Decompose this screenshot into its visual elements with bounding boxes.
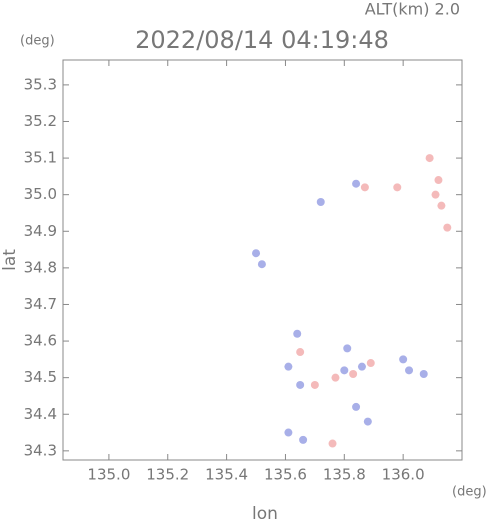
chart-subtitle: ALT(km) 2.0 (365, 0, 460, 19)
point (419, 369, 428, 378)
y-tick-label: 34.5 (24, 368, 57, 386)
y-tick-label: 35.3 (24, 75, 57, 93)
point (296, 380, 305, 389)
x-unit: (deg) (452, 485, 487, 500)
x-tick-label: 135.0 (87, 466, 130, 484)
point (405, 366, 414, 375)
y-tick-label: 35.0 (24, 185, 57, 203)
y-tick-label: 34.8 (24, 258, 57, 276)
point (437, 201, 446, 210)
y-tick-label: 34.9 (24, 222, 57, 240)
point (331, 373, 340, 382)
point (310, 380, 319, 389)
point (399, 355, 408, 364)
point (357, 362, 366, 371)
point (296, 348, 305, 357)
point (349, 369, 358, 378)
chart-title: 2022/08/14 04:19:48 (135, 26, 389, 54)
point (352, 402, 361, 411)
x-tick-label: 135.4 (205, 466, 248, 484)
point (316, 197, 325, 206)
point (363, 417, 372, 426)
point (284, 362, 293, 371)
point (328, 439, 337, 448)
y-tick-label: 35.2 (24, 112, 57, 130)
point (299, 435, 308, 444)
x-tick-label: 136.0 (382, 466, 425, 484)
point (340, 366, 349, 375)
point (425, 154, 434, 163)
plot-frame (62, 59, 463, 461)
y-tick-label: 34.7 (24, 295, 57, 313)
point (252, 249, 261, 258)
y-tick-label: 34.6 (24, 332, 57, 350)
y-unit: (deg) (20, 34, 55, 49)
point (343, 344, 352, 353)
point (352, 179, 361, 188)
y-axis-label: lat (0, 249, 20, 271)
point (434, 176, 443, 185)
y-tick-label: 34.4 (24, 405, 57, 423)
point (393, 183, 402, 192)
point (431, 190, 440, 199)
point (284, 428, 293, 437)
point (257, 260, 266, 269)
x-tick-label: 135.6 (264, 466, 307, 484)
point (360, 183, 369, 192)
x-axis-label: lon (252, 504, 278, 521)
y-tick-label: 35.1 (24, 149, 57, 167)
point (443, 223, 452, 232)
point (293, 329, 302, 338)
x-tick-label: 135.8 (323, 466, 366, 484)
point (366, 359, 375, 368)
x-tick-label: 135.2 (146, 466, 189, 484)
y-tick-label: 34.3 (24, 441, 57, 459)
